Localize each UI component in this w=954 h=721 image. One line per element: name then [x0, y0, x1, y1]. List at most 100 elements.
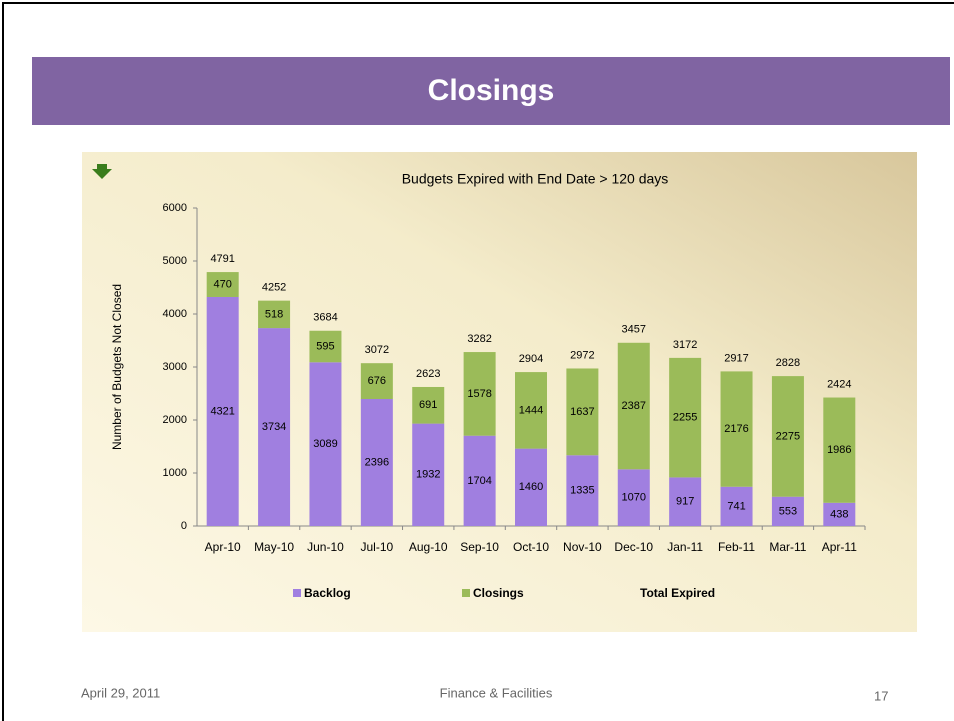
data-label: 2387 [622, 400, 646, 412]
bar-segment [258, 300, 291, 329]
bar-segment [258, 328, 291, 526]
data-label: 1578 [467, 388, 491, 400]
total-label: 4252 [262, 282, 286, 294]
arrow-icon [92, 164, 112, 179]
y-tick-label: 4000 [163, 308, 187, 320]
bar-segment [771, 376, 804, 497]
bar-segment [823, 397, 856, 503]
data-label: 2255 [673, 412, 697, 424]
x-tick-label: Jan-11 [667, 540, 703, 554]
bar-segment [309, 330, 342, 363]
x-tick-label: Sep-10 [460, 540, 499, 554]
bar-segment [566, 368, 599, 456]
bar-segment [669, 357, 702, 478]
bar-segment [515, 372, 547, 449]
x-tick-label: Apr-10 [205, 540, 241, 554]
x-tick-label: Jul-10 [361, 540, 394, 554]
bar-segment [669, 477, 702, 526]
y-tick-label: 5000 [163, 255, 187, 267]
bar-segment [360, 363, 393, 400]
data-label: 1335 [570, 485, 594, 497]
bar-segment [771, 496, 804, 526]
data-label: 741 [727, 500, 745, 512]
data-label: 676 [368, 375, 386, 387]
data-label: 2176 [724, 423, 748, 435]
data-label: 1460 [519, 481, 543, 493]
title-banner [32, 57, 950, 125]
legend-label: Total Expired [640, 586, 715, 600]
chart-title: Budgets Expired with End Date > 120 days [402, 171, 669, 187]
y-tick-label: 2000 [163, 414, 187, 426]
x-tick-label: Aug-10 [409, 540, 448, 554]
total-label: 2917 [724, 352, 748, 364]
legend-swatch [293, 589, 301, 597]
legend-label: Closings [473, 586, 524, 600]
y-tick-label: 1000 [163, 467, 187, 479]
data-label: 1932 [416, 469, 440, 481]
total-label: 4791 [210, 253, 234, 265]
legend-swatch [462, 589, 470, 597]
data-label: 1444 [519, 404, 543, 416]
x-tick-label: Feb-11 [718, 540, 755, 554]
bar-segment [515, 448, 547, 526]
legend-label: Backlog [304, 586, 351, 600]
x-tick-label: Nov-10 [563, 540, 602, 554]
data-label: 470 [214, 278, 232, 290]
data-label: 917 [676, 496, 694, 508]
total-label: 3072 [365, 344, 389, 356]
bar-segment [463, 352, 496, 436]
bar-segment [720, 371, 753, 487]
bar-segment [720, 486, 753, 526]
total-label: 2828 [776, 357, 800, 369]
data-label: 3089 [313, 438, 337, 450]
bar-segment [617, 342, 650, 470]
x-tick-label: Dec-10 [614, 540, 653, 554]
bar-segment [309, 362, 342, 526]
total-label: 2623 [416, 368, 440, 380]
data-label: 1704 [467, 475, 491, 487]
data-label: 1986 [827, 444, 851, 456]
bar-segment [412, 386, 445, 424]
total-label: 3457 [622, 324, 646, 336]
data-label: 1637 [570, 406, 594, 418]
y-tick-label: 3000 [163, 361, 187, 373]
footer-date: April 29, 2011 [81, 685, 160, 700]
y-axis-label: Number of Budgets Not Closed [110, 284, 124, 450]
bar-segment [823, 502, 856, 526]
data-label: 553 [779, 505, 797, 517]
bar-segment [463, 435, 496, 526]
total-label: 2972 [570, 349, 594, 361]
x-tick-label: Jun-10 [307, 540, 344, 554]
data-label: 2275 [776, 430, 800, 442]
data-label: 1070 [622, 492, 646, 504]
bar-segment [566, 455, 599, 526]
y-tick-label: 6000 [163, 202, 187, 214]
total-label: 3684 [313, 312, 337, 324]
data-label: 4321 [210, 405, 234, 417]
total-label: 3282 [467, 333, 491, 345]
page-number: 17 [874, 688, 888, 703]
data-label: 438 [830, 508, 848, 520]
total-label: 2904 [519, 353, 543, 365]
bar-segment [360, 399, 393, 526]
data-label: 2396 [365, 456, 389, 468]
bar-segment [412, 423, 445, 526]
slide-title: Closings [428, 74, 555, 107]
x-tick-label: Oct-10 [513, 540, 549, 554]
bar-segment [206, 296, 239, 526]
data-label: 518 [265, 308, 283, 320]
total-label: 3172 [673, 339, 697, 351]
y-tick-label: 0 [181, 520, 187, 532]
footer-center: Finance & Facilities [440, 685, 553, 700]
data-label: 3734 [262, 421, 286, 433]
data-label: 595 [316, 340, 334, 352]
bar-segment [617, 469, 650, 526]
total-label: 2424 [827, 378, 851, 390]
x-tick-label: Apr-11 [822, 540, 857, 554]
x-tick-label: May-10 [254, 540, 294, 554]
data-label: 691 [419, 399, 437, 411]
bar-segment [206, 272, 239, 297]
